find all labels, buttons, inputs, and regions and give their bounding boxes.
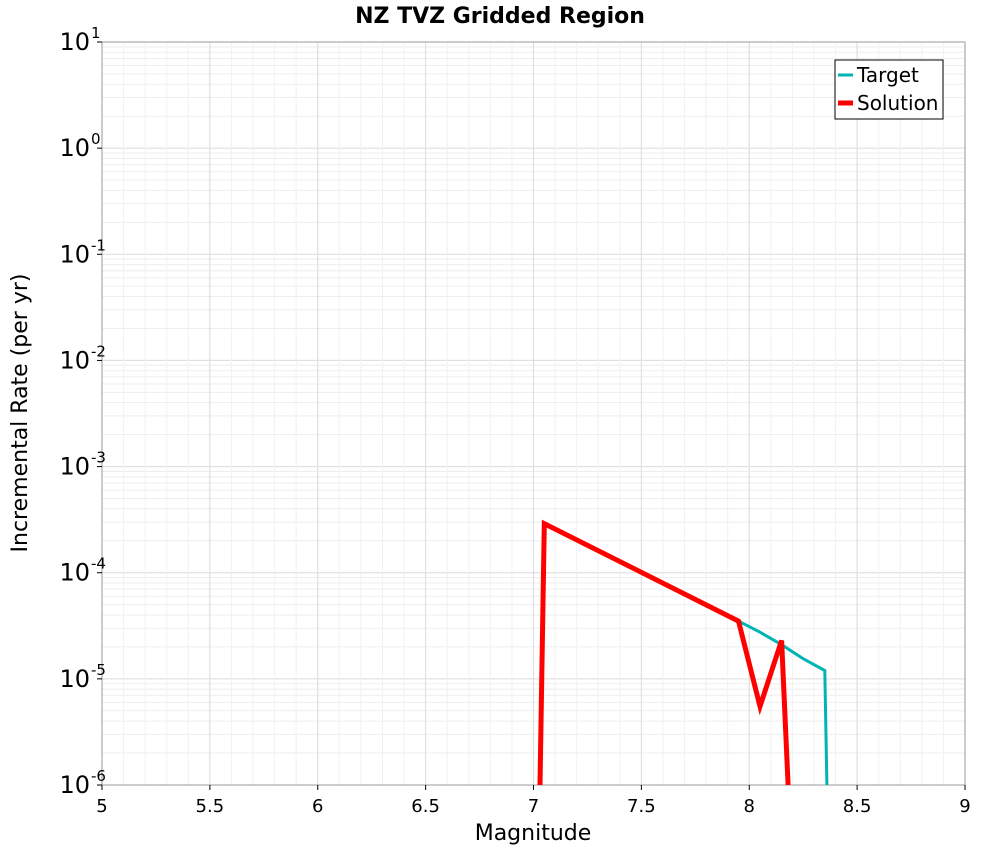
x-tick-label: 8.5 <box>843 796 872 817</box>
x-axis-label: Magnitude <box>475 821 592 846</box>
y-tick-exponent: -1 <box>91 236 106 254</box>
legend: Target Solution <box>834 59 944 120</box>
y-tick-exponent: 0 <box>91 130 101 148</box>
legend-label-target: Target <box>856 63 919 87</box>
x-tick-label: 5 <box>96 796 107 817</box>
x-tick-label: 6 <box>312 796 323 817</box>
grid-lines <box>101 41 966 786</box>
y-tick-label: 10 <box>59 771 90 799</box>
y-tick-label: 10 <box>59 665 90 693</box>
y-axis-label: Incremental Rate (per yr) <box>8 274 33 553</box>
x-axis-ticks: 5 5.5 6 6.5 7 7.5 8 8.5 9 <box>96 785 971 817</box>
y-tick-exponent: -6 <box>91 767 106 785</box>
legend-label-solution: Solution <box>857 91 938 115</box>
x-tick-label: 7 <box>528 796 539 817</box>
legend-box <box>834 59 944 120</box>
x-tick-label: 5.5 <box>196 796 225 817</box>
y-tick-label: 10 <box>59 453 90 481</box>
y-tick-exponent: -3 <box>91 449 106 467</box>
y-tick-label: 10 <box>59 240 90 268</box>
series-line-target <box>737 619 829 786</box>
y-tick-label: 10 <box>59 559 90 587</box>
y-tick-exponent: -4 <box>91 555 106 573</box>
x-tick-label: 9 <box>959 796 970 817</box>
chart-title: NZ TVZ Gridded Region <box>355 4 645 29</box>
y-tick-label: 10 <box>59 134 90 162</box>
y-tick-label: 10 <box>59 28 90 56</box>
y-tick-exponent: -2 <box>91 342 106 360</box>
y-tick-exponent: -5 <box>91 661 106 679</box>
y-tick-label: 10 <box>59 346 90 374</box>
x-tick-label: 8 <box>744 796 755 817</box>
series-layer <box>537 519 829 786</box>
x-tick-label: 7.5 <box>627 796 656 817</box>
series-line-solution <box>537 519 791 786</box>
y-tick-exponent: 1 <box>91 24 101 42</box>
x-tick-label: 6.5 <box>411 796 440 817</box>
